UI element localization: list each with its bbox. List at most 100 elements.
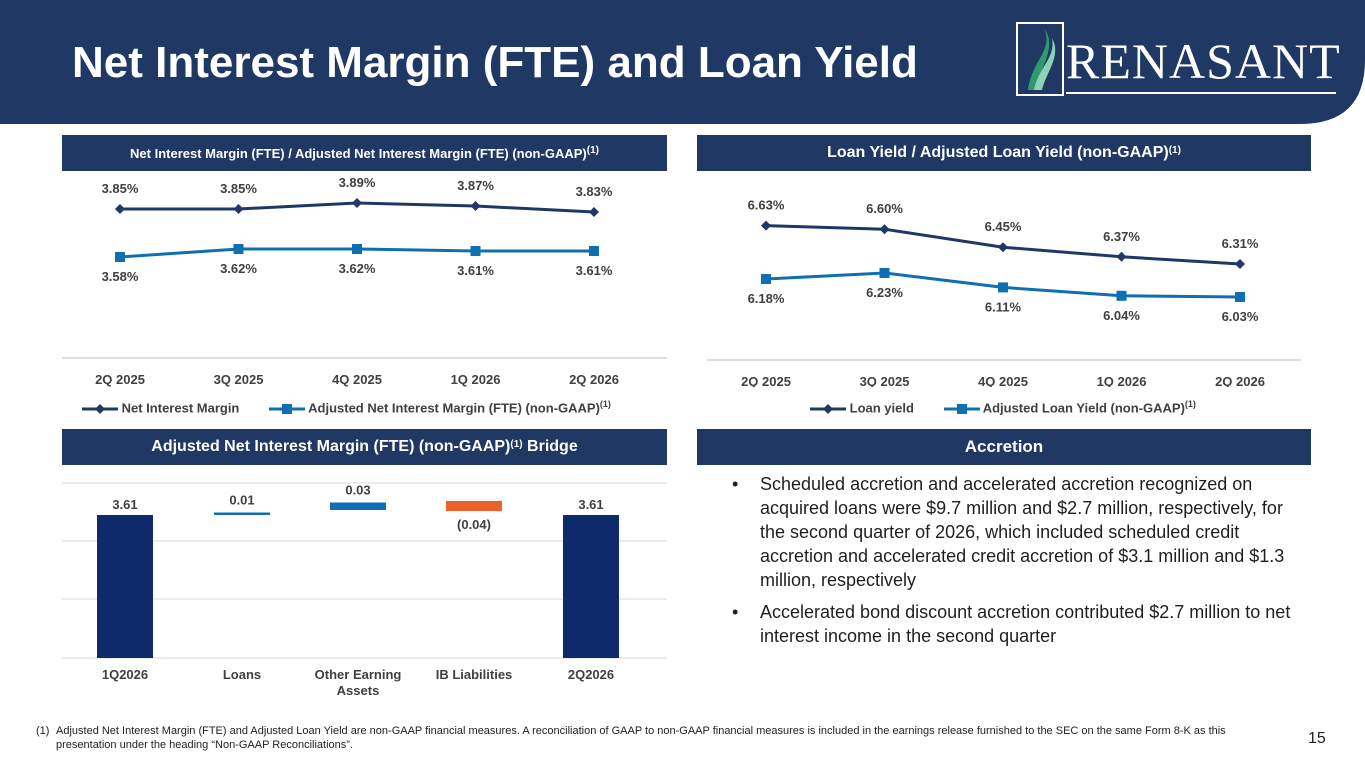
footnote-number: (1) [36,725,50,737]
accretion-panel-header: Accretion [697,429,1311,465]
loan-series-1-point [1235,259,1245,269]
accretion-bullet-2-text: Accelerated bond discount accretion cont… [760,602,1291,646]
nim-series-2-data-label: 3.62% [339,261,376,276]
loan-yield-line-chart: 2Q 2025 3Q 2025 4Q 2025 1Q 2026 2Q 2026 6.63%… [707,198,1301,387]
nim-legend-series-2-sup: (1) [599,399,611,409]
nim-series-2-point [589,246,599,256]
loan-series-1-data-label: 6.31% [1222,236,1259,251]
nim-series-1-point [589,207,599,217]
loan-series-2-point [1116,290,1127,301]
bridge-data-label: 0.03 [345,483,370,498]
bridge-panel-header-suffix: Bridge [522,438,578,455]
loan-legend-series-2-sup: (1) [1184,399,1196,409]
bridge-x-tick-label: 1Q2026 [102,667,148,682]
nim-series-2-data-label: 3.61% [457,263,494,278]
footnote-text: Adjusted Net Interest Margin (FTE) and A… [56,725,1226,751]
loan-series-2-data-label: 6.23% [866,285,903,300]
page-number: 15 [1308,730,1326,747]
nim-series-2-point [115,252,125,262]
nim-panel-header-sup: (1) [586,144,599,156]
nim-legend-diamond-icon [82,403,118,414]
nim-line-chart: 2Q 2025 3Q 2025 4Q 2025 1Q 2026 2Q 2026 3.85%… [62,175,667,387]
loan-x-tick-label: 1Q 2026 [1097,374,1147,387]
bridge-bar-4 [446,501,502,511]
loan-series-1-point [879,224,890,235]
loan-x-tick-label: 2Q 2025 [741,374,791,387]
nim-series-2-data-label: 3.58% [102,269,139,284]
loan-x-tick-label: 3Q 2025 [860,374,910,387]
accretion-bullet-1-text: Scheduled accretion and accelerated accr… [760,474,1285,590]
bridge-x-tick-label: IB Liabilities [436,667,513,682]
bridge-x-tick-label: Assets [337,683,380,698]
loan-yield-panel-header-sup: (1) [1168,144,1181,156]
loan-x-tick-label: 2Q 2026 [1215,374,1265,387]
nim-series-1-point [115,204,125,214]
accretion-bullets: • Scheduled accretion and accelerated ac… [728,472,1308,656]
loan-x-tick-label: 4Q 2025 [978,374,1028,387]
loan-series-1-point [1116,251,1127,262]
loan-series-1-point [761,220,771,231]
bullet-marker-2: • [732,602,739,622]
bridge-panel-header: Adjusted Net Interest Margin (FTE) (non-… [62,429,667,465]
loan-yield-legend: Loan yield Adjusted Loan Yield (non-GAAP… [810,399,1196,415]
nim-legend-series-2: Adjusted Net Interest Margin (FTE) (non-… [308,400,600,416]
logo-underline [1066,92,1336,94]
renasant-leaf-logo-icon [1016,22,1064,96]
loan-series-2-point [879,268,890,278]
loan-series-2-point [761,274,771,284]
bridge-x-tick-label: Other Earning [315,667,402,682]
nim-x-tick-label: 1Q 2026 [451,372,501,387]
accretion-panel-header-text: Accretion [964,437,1044,456]
bridge-bar-3 [330,502,386,510]
nim-series-1-data-label: 3.85% [220,181,257,196]
nim-series-1-data-label: 3.87% [457,178,494,193]
loan-series-1-point [998,242,1008,253]
bridge-bar-1 [97,515,153,658]
loan-series-2-data-label: 6.11% [985,299,1022,314]
bullet-marker-1: • [732,474,739,494]
loan-series-2-point [998,282,1008,293]
nim-panel-header: Net Interest Margin (FTE) / Adjusted Net… [62,135,667,171]
bridge-x-tick-label: Loans [223,667,261,682]
bridge-data-label: 0.01 [229,493,254,508]
nim-series-1-data-label: 3.83% [576,184,613,199]
bridge-data-label: (0.04) [457,517,491,532]
bridge-bar-2 [214,512,270,515]
bridge-bar-5 [563,515,619,658]
nim-series-1-point [470,201,481,211]
nim-legend: Net Interest Margin Adjusted Net Interes… [82,399,611,415]
nim-x-tick-label: 2Q 2025 [95,372,145,387]
loan-series-1-data-label: 6.60% [866,201,903,216]
nim-series-1-data-label: 3.89% [339,175,376,190]
loan-series-2-data-label: 6.03% [1222,309,1259,324]
nim-legend-series-1: Net Interest Margin [121,400,240,416]
loan-series-2-point [1235,292,1245,302]
nim-series-1-point [352,198,362,208]
loan-series-1-data-label: 6.37% [1103,229,1140,244]
nim-panel-header-text: Net Interest Margin (FTE) / Adjusted Net… [130,145,587,161]
nim-series-2-data-label: 3.61% [576,263,613,278]
nim-series-2-point [233,244,244,254]
bridge-waterfall-chart: 3.61 1Q2026 0.01 Loans 0.03 Other EarningAsse… [62,482,667,698]
nim-series-2-point [470,246,481,256]
accretion-bullet-2: • Accelerated bond discount accretion co… [728,600,1308,648]
header-background [0,0,1365,124]
loan-series-1-data-label: 6.45% [985,219,1022,234]
loan-yield-panel-header: Loan Yield / Adjusted Loan Yield (non-GA… [697,135,1311,171]
bridge-data-label: 3.61 [112,497,137,512]
nim-x-tick-label: 2Q 2026 [569,372,619,387]
renasant-logo: RENASANT [1010,20,1340,100]
bridge-data-label: 3.61 [578,497,603,512]
nim-series-2-data-label: 3.62% [220,261,257,276]
loan-series-2-data-label: 6.04% [1103,308,1140,323]
header-banner: Net Interest Margin (FTE) and Loan Yield… [0,0,1365,124]
nim-series-2-point [352,244,362,254]
nim-series-1-point [233,204,244,214]
nim-legend-square-icon [269,403,305,414]
nim-series-1-data-label: 3.85% [102,181,139,196]
logo-wordmark: RENASANT [1066,33,1341,89]
page-title: Net Interest Margin (FTE) and Loan Yield [72,38,918,87]
loan-series-2-data-label: 6.18% [748,291,785,306]
bridge-panel-header-sup: (1) [510,438,523,450]
nim-x-tick-label: 4Q 2025 [332,372,382,387]
